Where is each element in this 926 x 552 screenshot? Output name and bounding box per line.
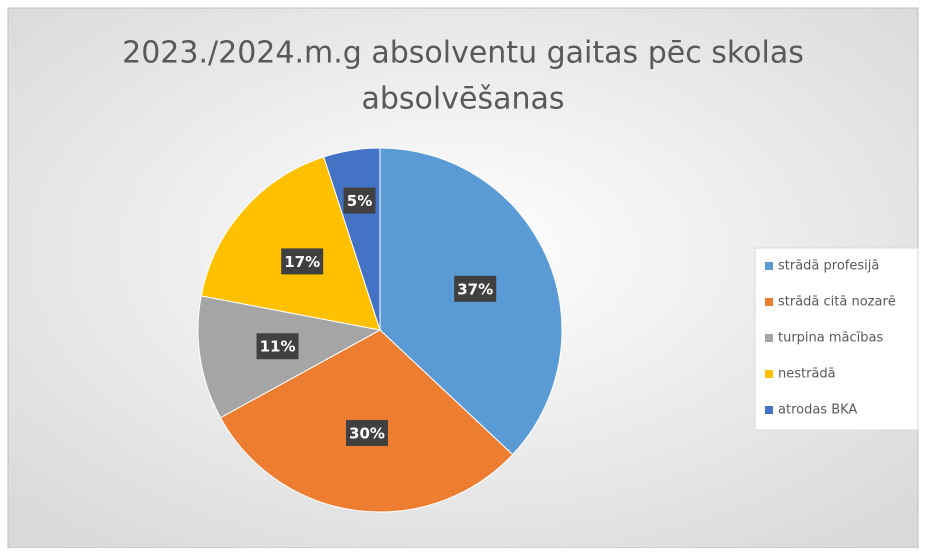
data-label: 37% [457,280,493,298]
legend-swatch [765,298,773,306]
legend-label: strādā citā nozarē [778,295,896,310]
legend-label: strādā profesijā [778,259,879,274]
legend-swatch [765,370,773,378]
legend-label: atrodas BKA [778,403,857,418]
data-label-box [345,419,388,446]
legend-swatch [765,334,773,342]
legend-label: nestrādā [778,367,836,382]
legend-label: turpina mācības [778,331,883,346]
pie-slice [200,156,381,331]
data-label-box [281,248,324,275]
data-label: 17% [284,253,320,271]
data-label-box [454,275,497,302]
chart-title: 2023./2024.m.g absolventu gaitas pēc sko… [122,36,804,71]
legend-swatch [765,406,773,414]
legend [754,247,919,431]
data-label: 5% [347,192,372,210]
data-label-box [343,187,376,214]
data-label: 11% [260,338,296,356]
data-label-box [256,333,299,360]
data-label: 30% [349,424,385,442]
chart-title: absolvēšanas [362,82,565,117]
legend-swatch [765,262,773,270]
